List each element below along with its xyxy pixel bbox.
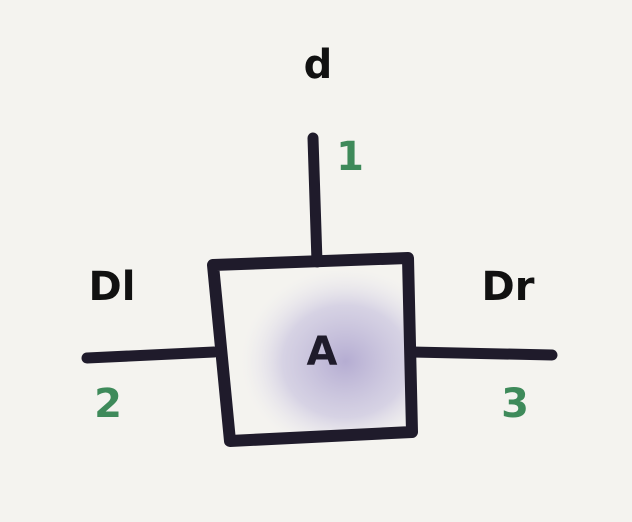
leg-right-index: 3 <box>501 381 529 427</box>
leg-right-line <box>406 346 558 361</box>
leg-top-index: 1 <box>336 134 364 180</box>
leg-top-line <box>307 132 323 268</box>
leg-left-label: Dl <box>89 264 136 310</box>
tensor-name: A <box>307 329 338 375</box>
tensor-fill <box>222 268 412 438</box>
leg-right-label: Dr <box>482 264 535 310</box>
leg-left-index: 2 <box>94 381 122 427</box>
tensor-box <box>207 252 418 447</box>
leg-top-label: d <box>304 42 333 88</box>
leg-left-line <box>81 346 220 364</box>
